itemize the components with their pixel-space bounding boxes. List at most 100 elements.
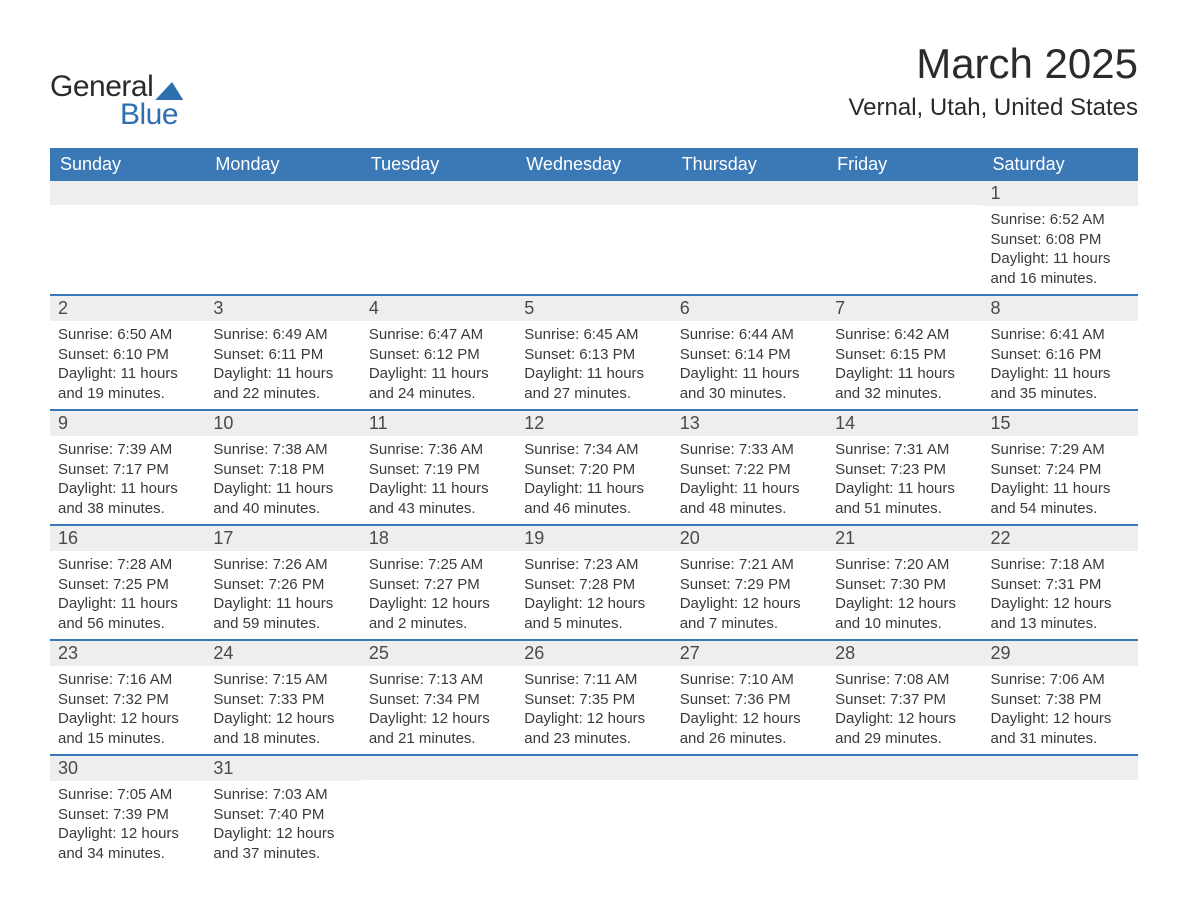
day-number: 15	[983, 411, 1138, 436]
sunset-line: Sunset: 6:10 PM	[58, 345, 197, 365]
sunset-line: Sunset: 7:26 PM	[213, 575, 352, 595]
day-number: 13	[672, 411, 827, 436]
day-details: Sunrise: 7:36 AMSunset: 7:19 PMDaylight:…	[361, 436, 516, 524]
day-number: 20	[672, 526, 827, 551]
daylight-line: Daylight: 11 hours and 30 minutes.	[680, 364, 819, 403]
day-details: Sunrise: 7:34 AMSunset: 7:20 PMDaylight:…	[516, 436, 671, 524]
calendar-day-cell: 18 Sunrise: 7:25 AMSunset: 7:27 PMDayligh…	[361, 525, 516, 640]
daylight-line: Daylight: 11 hours and 40 minutes.	[213, 479, 352, 518]
sunrise-line: Sunrise: 7:21 AM	[680, 555, 819, 575]
brand-mark-icon	[155, 82, 183, 100]
day-number	[361, 181, 516, 205]
brand-logo: General Blue	[50, 70, 183, 132]
daylight-line: Daylight: 11 hours and 56 minutes.	[58, 594, 197, 633]
calendar-week-row: 2Sunrise: 6:50 AMSunset: 6:10 PMDaylight…	[50, 295, 1138, 410]
sunrise-line: Sunrise: 7:08 AM	[835, 670, 974, 690]
sunrise-line: Sunrise: 7:34 AM	[524, 440, 663, 460]
day-number: 7	[827, 296, 982, 321]
calendar-empty-cell	[827, 181, 982, 295]
day-details: Sunrise: 7:03 AMSunset: 7:40 PMDaylight:…	[205, 781, 360, 869]
day-number	[361, 756, 516, 780]
daylight-line: Daylight: 12 hours and 15 minutes.	[58, 709, 197, 748]
day-details	[827, 205, 982, 285]
day-number	[827, 181, 982, 205]
day-number	[672, 756, 827, 780]
brand-name-part2: Blue	[120, 98, 183, 132]
sunset-line: Sunset: 7:23 PM	[835, 460, 974, 480]
day-details	[516, 780, 671, 790]
daylight-line: Daylight: 12 hours and 26 minutes.	[680, 709, 819, 748]
calendar-day-cell: 26Sunrise: 7:11 AMSunset: 7:35 PMDayligh…	[516, 640, 671, 755]
day-details: Sunrise: 6:45 AMSunset: 6:13 PMDaylight:…	[516, 321, 671, 409]
day-number: 27	[672, 641, 827, 666]
daylight-line: Daylight: 12 hours and 37 minutes.	[213, 824, 352, 863]
day-number: 5	[516, 296, 671, 321]
day-details	[983, 780, 1138, 790]
day-number	[516, 181, 671, 205]
calendar-day-cell: 15Sunrise: 7:29 AMSunset: 7:24 PMDayligh…	[983, 410, 1138, 525]
daylight-line: Daylight: 11 hours and 38 minutes.	[58, 479, 197, 518]
calendar-empty-cell	[361, 755, 516, 869]
daylight-line: Daylight: 11 hours and 46 minutes.	[524, 479, 663, 518]
calendar-empty-cell	[983, 755, 1138, 869]
daylight-line: Daylight: 11 hours and 16 minutes.	[991, 249, 1130, 288]
calendar-day-cell: 25Sunrise: 7:13 AMSunset: 7:34 PMDayligh…	[361, 640, 516, 755]
calendar-day-cell: 17Sunrise: 7:26 AMSunset: 7:26 PMDayligh…	[205, 525, 360, 640]
day-number: 1	[983, 181, 1138, 206]
sunrise-line: Sunrise: 7:03 AM	[213, 785, 352, 805]
day-number: 23	[50, 641, 205, 666]
day-number: 19	[516, 526, 671, 551]
calendar-week-row: 23Sunrise: 7:16 AMSunset: 7:32 PMDayligh…	[50, 640, 1138, 755]
calendar-empty-cell	[50, 181, 205, 295]
day-number: 4	[361, 296, 516, 321]
day-number: 17	[205, 526, 360, 551]
day-number: 18	[361, 526, 516, 551]
day-details: Sunrise: 7:10 AMSunset: 7:36 PMDaylight:…	[672, 666, 827, 754]
day-details	[672, 780, 827, 790]
day-number	[516, 756, 671, 780]
daylight-line: Daylight: 11 hours and 19 minutes.	[58, 364, 197, 403]
daylight-line: Daylight: 11 hours and 35 minutes.	[991, 364, 1130, 403]
calendar-day-cell: 10Sunrise: 7:38 AMSunset: 7:18 PMDayligh…	[205, 410, 360, 525]
month-title: March 2025	[849, 40, 1139, 88]
daylight-line: Daylight: 11 hours and 32 minutes.	[835, 364, 974, 403]
sunrise-line: Sunrise: 7:13 AM	[369, 670, 508, 690]
daylight-line: Daylight: 11 hours and 22 minutes.	[213, 364, 352, 403]
calendar-day-cell: 30Sunrise: 7:05 AMSunset: 7:39 PMDayligh…	[50, 755, 205, 869]
daylight-line: Daylight: 12 hours and 29 minutes.	[835, 709, 974, 748]
sunset-line: Sunset: 6:16 PM	[991, 345, 1130, 365]
day-details: Sunrise: 7:26 AMSunset: 7:26 PMDaylight:…	[205, 551, 360, 639]
sunset-line: Sunset: 7:27 PM	[369, 575, 508, 595]
daylight-line: Daylight: 12 hours and 31 minutes.	[991, 709, 1130, 748]
sunrise-line: Sunrise: 7:25 AM	[369, 555, 508, 575]
daylight-line: Daylight: 12 hours and 10 minutes.	[835, 594, 974, 633]
sunset-line: Sunset: 6:08 PM	[991, 230, 1130, 250]
calendar-day-cell: 24Sunrise: 7:15 AMSunset: 7:33 PMDayligh…	[205, 640, 360, 755]
sunset-line: Sunset: 6:15 PM	[835, 345, 974, 365]
day-details: Sunrise: 7:18 AMSunset: 7:31 PMDaylight:…	[983, 551, 1138, 639]
calendar-day-cell: 4Sunrise: 6:47 AMSunset: 6:12 PMDaylight…	[361, 295, 516, 410]
sunrise-line: Sunrise: 6:47 AM	[369, 325, 508, 345]
weekday-header: Thursday	[672, 148, 827, 181]
calendar-day-cell: 9Sunrise: 7:39 AMSunset: 7:17 PMDaylight…	[50, 410, 205, 525]
day-number: 6	[672, 296, 827, 321]
weekday-header: Tuesday	[361, 148, 516, 181]
sunrise-line: Sunrise: 7:26 AM	[213, 555, 352, 575]
day-details: Sunrise: 7:20 AMSunset: 7:30 PMDaylight:…	[827, 551, 982, 639]
daylight-line: Daylight: 12 hours and 2 minutes.	[369, 594, 508, 633]
calendar-day-cell: 16Sunrise: 7:28 AMSunset: 7:25 PMDayligh…	[50, 525, 205, 640]
daylight-line: Daylight: 12 hours and 23 minutes.	[524, 709, 663, 748]
daylight-line: Daylight: 11 hours and 43 minutes.	[369, 479, 508, 518]
sunrise-line: Sunrise: 7:29 AM	[991, 440, 1130, 460]
day-details: Sunrise: 7:06 AMSunset: 7:38 PMDaylight:…	[983, 666, 1138, 754]
day-number	[672, 181, 827, 205]
day-details: Sunrise: 6:47 AMSunset: 6:12 PMDaylight:…	[361, 321, 516, 409]
day-number	[983, 756, 1138, 780]
sunset-line: Sunset: 7:33 PM	[213, 690, 352, 710]
sunset-line: Sunset: 6:13 PM	[524, 345, 663, 365]
sunset-line: Sunset: 7:28 PM	[524, 575, 663, 595]
calendar-week-row: 30Sunrise: 7:05 AMSunset: 7:39 PMDayligh…	[50, 755, 1138, 869]
daylight-line: Daylight: 12 hours and 21 minutes.	[369, 709, 508, 748]
day-details	[205, 205, 360, 285]
sunset-line: Sunset: 7:31 PM	[991, 575, 1130, 595]
